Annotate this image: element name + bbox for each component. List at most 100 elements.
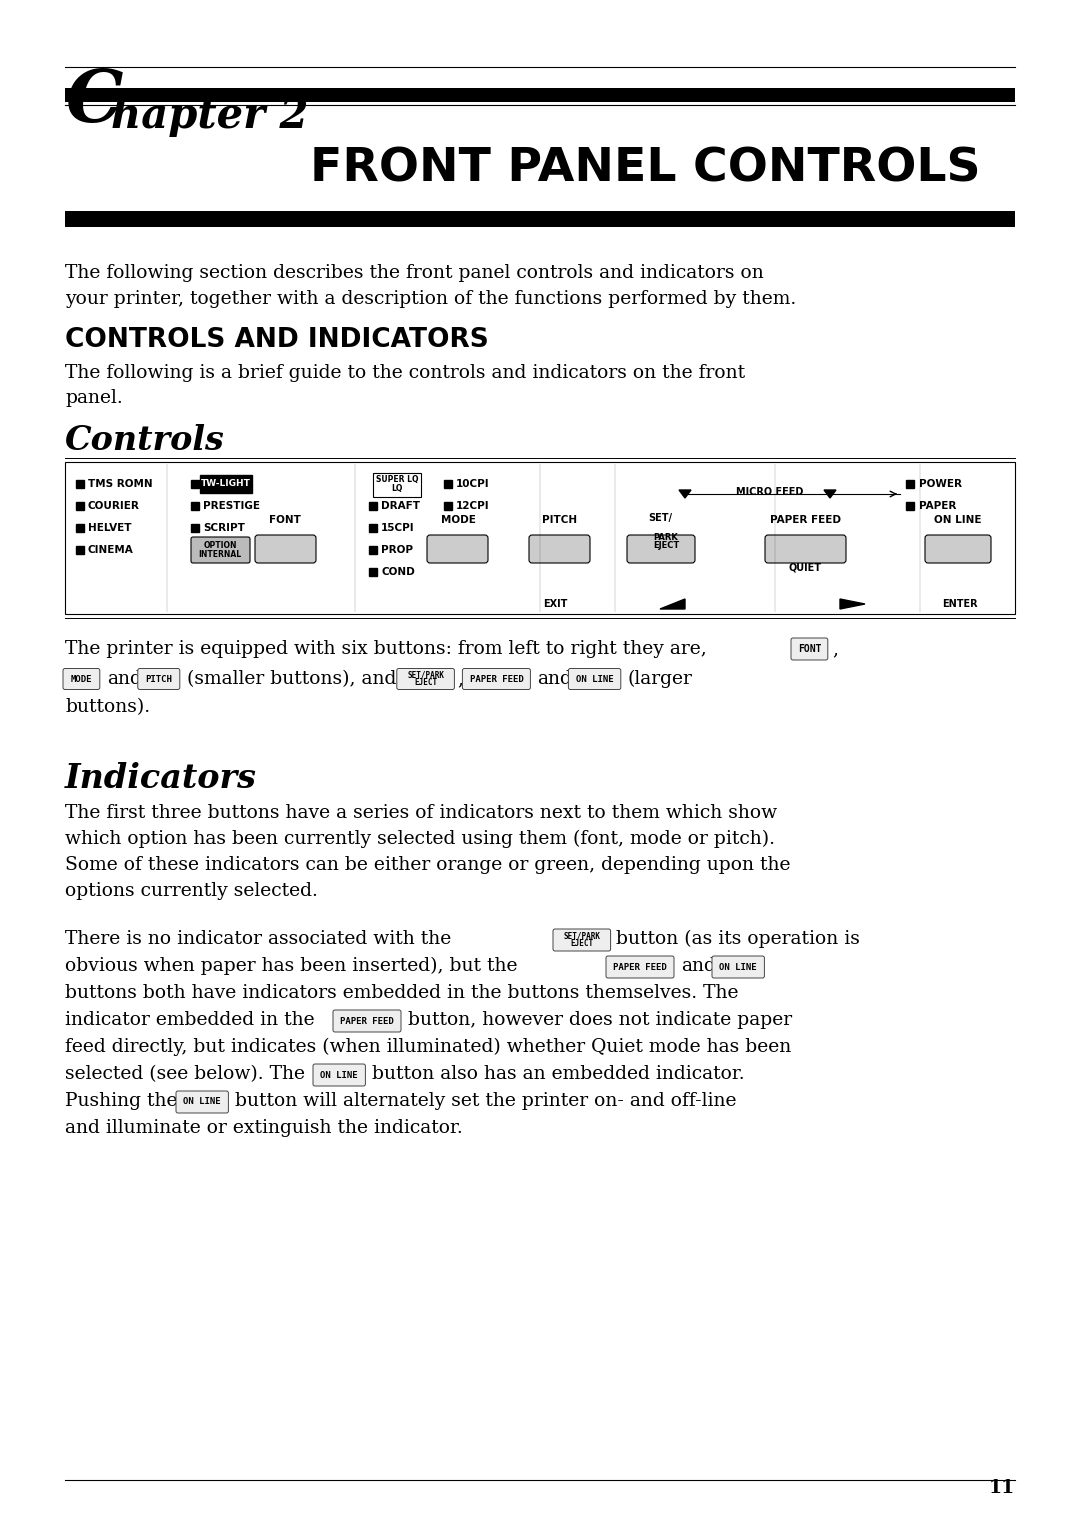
- Text: QUIET: QUIET: [788, 562, 822, 572]
- Text: ON LINE: ON LINE: [321, 1070, 357, 1079]
- Text: MODE: MODE: [70, 674, 92, 683]
- FancyBboxPatch shape: [313, 1064, 365, 1087]
- Text: and: and: [538, 670, 572, 688]
- Text: and illuminate or extinguish the indicator.: and illuminate or extinguish the indicat…: [65, 1119, 462, 1137]
- FancyBboxPatch shape: [791, 638, 827, 661]
- Text: ,: ,: [458, 670, 463, 688]
- Polygon shape: [824, 490, 836, 498]
- Bar: [200, 475, 252, 493]
- Text: PAPER FEED: PAPER FEED: [613, 962, 666, 971]
- Text: ON LINE: ON LINE: [576, 674, 613, 683]
- Text: FONT: FONT: [269, 514, 301, 525]
- Text: PAPER: PAPER: [919, 501, 957, 511]
- FancyBboxPatch shape: [606, 956, 674, 979]
- FancyBboxPatch shape: [333, 1011, 401, 1032]
- Text: PITCH: PITCH: [542, 514, 578, 525]
- Polygon shape: [660, 600, 685, 609]
- Text: PAPER FEED: PAPER FEED: [769, 514, 840, 525]
- FancyBboxPatch shape: [924, 536, 991, 563]
- Bar: [369, 524, 377, 533]
- Text: (smaller buttons), and: (smaller buttons), and: [187, 670, 396, 688]
- FancyBboxPatch shape: [176, 1091, 228, 1113]
- Text: ,: ,: [832, 639, 838, 658]
- Text: The first three buttons have a series of indicators next to them which show: The first three buttons have a series of…: [65, 804, 778, 822]
- FancyBboxPatch shape: [553, 928, 610, 951]
- FancyBboxPatch shape: [568, 668, 621, 689]
- Text: Some of these indicators can be either orange or green, depending upon the: Some of these indicators can be either o…: [65, 855, 791, 874]
- Bar: [65, 88, 1015, 102]
- Text: 15CPI: 15CPI: [381, 524, 415, 533]
- Text: PRESTIGE: PRESTIGE: [203, 501, 260, 511]
- Text: and: and: [681, 957, 716, 976]
- Text: PAPER FEED: PAPER FEED: [470, 674, 524, 683]
- FancyBboxPatch shape: [427, 536, 488, 563]
- FancyBboxPatch shape: [529, 536, 590, 563]
- Bar: [369, 502, 377, 510]
- FancyBboxPatch shape: [255, 536, 316, 563]
- Text: TW-LIGHT: TW-LIGHT: [201, 479, 251, 489]
- Text: MICRO FEED: MICRO FEED: [737, 487, 804, 498]
- Text: button will alternately set the printer on- and off-line: button will alternately set the printer …: [235, 1091, 737, 1110]
- Text: obvious when paper has been inserted), but the: obvious when paper has been inserted), b…: [65, 957, 517, 976]
- Text: 12CPI: 12CPI: [456, 501, 489, 511]
- Text: HELVET: HELVET: [87, 524, 132, 533]
- FancyBboxPatch shape: [462, 668, 530, 689]
- Bar: [65, 463, 1015, 613]
- Bar: [76, 546, 84, 554]
- Bar: [76, 502, 84, 510]
- Text: 11: 11: [989, 1479, 1015, 1498]
- Text: SET/PARK
EJECT: SET/PARK EJECT: [407, 671, 444, 688]
- Text: and: and: [107, 670, 141, 688]
- Bar: [444, 479, 453, 489]
- Text: (larger: (larger: [627, 670, 692, 688]
- Text: feed directly, but indicates (when illuminated) whether Quiet mode has been: feed directly, but indicates (when illum…: [65, 1038, 792, 1056]
- Text: DRAFT: DRAFT: [381, 501, 420, 511]
- Bar: [191, 502, 199, 510]
- Text: TMS ROMN: TMS ROMN: [87, 479, 152, 489]
- Text: The following is a brief guide to the controls and indicators on the front: The following is a brief guide to the co…: [65, 364, 745, 382]
- Text: The printer is equipped with six buttons: from left to right they are,: The printer is equipped with six buttons…: [65, 639, 706, 658]
- Text: C: C: [65, 65, 122, 137]
- FancyBboxPatch shape: [191, 537, 249, 563]
- Text: which option has been currently selected using them (font, mode or pitch).: which option has been currently selected…: [65, 829, 775, 848]
- Text: ON LINE: ON LINE: [934, 514, 982, 525]
- FancyBboxPatch shape: [765, 536, 846, 563]
- Bar: [369, 546, 377, 554]
- Text: hapter 2: hapter 2: [111, 94, 309, 137]
- Text: COURIER: COURIER: [87, 501, 140, 511]
- Bar: [444, 502, 453, 510]
- Text: PAPER FEED: PAPER FEED: [340, 1017, 394, 1026]
- Bar: [191, 524, 199, 533]
- FancyBboxPatch shape: [627, 536, 696, 563]
- Bar: [76, 479, 84, 489]
- Text: PARK
EJECT: PARK EJECT: [653, 533, 679, 549]
- Text: indicator embedded in the: indicator embedded in the: [65, 1011, 314, 1029]
- Text: SET/: SET/: [648, 513, 672, 524]
- Text: ON LINE: ON LINE: [184, 1097, 221, 1106]
- Text: buttons both have indicators embedded in the buttons themselves. The: buttons both have indicators embedded in…: [65, 985, 739, 1001]
- Text: POWER: POWER: [919, 479, 962, 489]
- Text: CINEMA: CINEMA: [87, 545, 134, 556]
- Text: your printer, together with a description of the functions performed by them.: your printer, together with a descriptio…: [65, 291, 796, 307]
- Polygon shape: [840, 600, 865, 609]
- FancyBboxPatch shape: [63, 668, 99, 689]
- Bar: [76, 524, 84, 533]
- Text: SCRIPT: SCRIPT: [203, 524, 245, 533]
- FancyBboxPatch shape: [712, 956, 765, 979]
- Text: There is no indicator associated with the: There is no indicator associated with th…: [65, 930, 451, 948]
- Bar: [373, 473, 421, 498]
- Bar: [906, 479, 914, 489]
- Bar: [369, 568, 377, 575]
- Text: button also has an embedded indicator.: button also has an embedded indicator.: [373, 1065, 745, 1084]
- FancyBboxPatch shape: [396, 668, 455, 689]
- Bar: [65, 212, 1015, 227]
- Text: PITCH: PITCH: [146, 674, 172, 683]
- FancyBboxPatch shape: [138, 668, 179, 689]
- Text: options currently selected.: options currently selected.: [65, 883, 318, 900]
- Text: 10CPI: 10CPI: [456, 479, 489, 489]
- Text: selected (see below). The: selected (see below). The: [65, 1065, 305, 1084]
- Text: COND: COND: [381, 568, 415, 577]
- Text: Controls: Controls: [65, 425, 225, 457]
- Text: button (as its operation is: button (as its operation is: [616, 930, 860, 948]
- Bar: [906, 502, 914, 510]
